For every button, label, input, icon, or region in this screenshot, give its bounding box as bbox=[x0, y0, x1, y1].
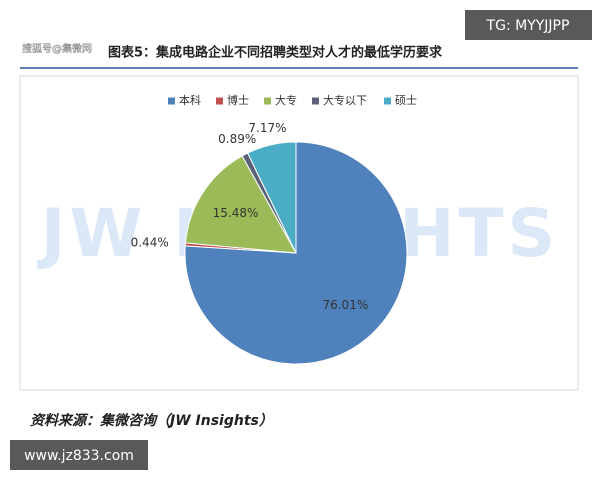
watermark-bottom: www.jz833.com bbox=[24, 448, 134, 464]
legend-swatch bbox=[264, 97, 271, 105]
chart-title: 图表5：集成电路企业不同招聘类型对人才的最低学历要求 bbox=[108, 45, 443, 61]
legend-label: 本科 bbox=[179, 93, 201, 107]
data-label: 0.89% bbox=[218, 132, 256, 146]
data-label: 0.44% bbox=[131, 236, 169, 250]
title-watermark: 搜狐号@集微网 bbox=[22, 42, 92, 55]
legend-label: 大专以下 bbox=[323, 93, 367, 107]
legend-label: 大专 bbox=[275, 93, 297, 107]
legend-label: 硕士 bbox=[395, 94, 417, 107]
watermark-top: TG: MYYJJPP bbox=[486, 18, 570, 34]
source: 资料来源：集微咨询（JW Insights） bbox=[30, 412, 273, 429]
pie-slice bbox=[246, 141, 297, 254]
watermark-box bbox=[10, 440, 148, 470]
legend-swatch bbox=[384, 97, 391, 105]
data-label: 7.17% bbox=[248, 121, 286, 135]
data-label: 15.48% bbox=[213, 206, 259, 220]
legend-swatch bbox=[216, 97, 223, 105]
watermark-box bbox=[465, 10, 592, 40]
legend-swatch bbox=[168, 97, 175, 105]
plot: 76.01% 0.44% 15.48% 0.89%7.17% 本科 博士 大专 大专以下 硕士 bbox=[131, 93, 417, 365]
legend-swatch bbox=[312, 97, 319, 105]
data-label: 76.01% bbox=[322, 298, 368, 312]
legend-label: 博士 bbox=[227, 94, 249, 107]
chart-frame bbox=[19, 75, 579, 391]
pie-slice bbox=[184, 155, 297, 254]
